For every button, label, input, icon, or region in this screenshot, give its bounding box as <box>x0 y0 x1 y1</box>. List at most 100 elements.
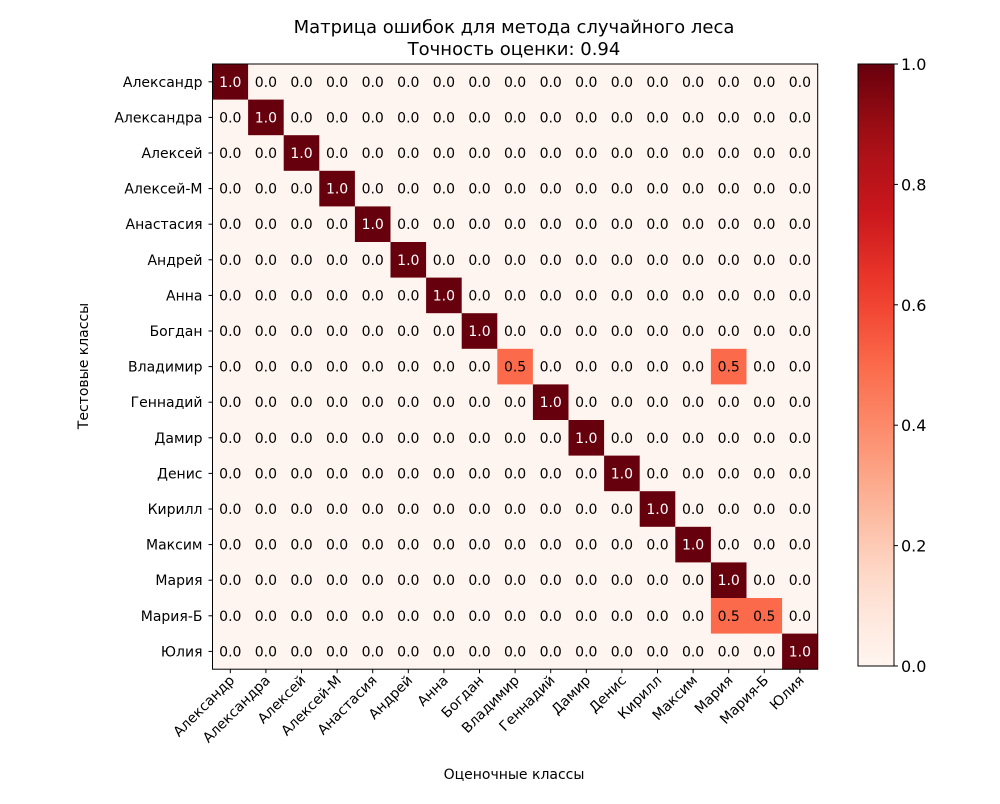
heatmap-cell <box>532 206 569 243</box>
cell-value-label: 0.0 <box>290 502 312 518</box>
cell-value-label: 0.0 <box>540 644 562 660</box>
cell-value-label: 0.0 <box>219 431 241 447</box>
heatmap-cell <box>604 135 641 172</box>
heatmap-cell <box>212 277 249 314</box>
cell-value-label: 1.0 <box>290 146 312 162</box>
cell-value-label: 0.0 <box>753 110 775 126</box>
cell-value-label: 0.0 <box>219 360 241 376</box>
heatmap-cell <box>461 491 498 528</box>
heatmap-cell <box>746 135 783 172</box>
heatmap-cell <box>319 491 356 528</box>
cell-value-label: 0.0 <box>575 324 597 340</box>
x-axis-label: Оценочные классы <box>444 767 585 783</box>
cell-value-label: 0.0 <box>255 431 277 447</box>
heatmap-cell <box>212 99 249 136</box>
heatmap-cell <box>710 64 747 100</box>
cell-value-label: 1.0 <box>540 395 562 411</box>
heatmap-cell <box>675 277 712 314</box>
heatmap-cell <box>319 99 356 136</box>
heatmap-cell <box>390 170 427 207</box>
cell-value-label: 0.5 <box>718 609 740 625</box>
heatmap-cell <box>710 170 747 207</box>
heatmap-cell <box>710 206 747 243</box>
y-tick-label: Алексей-М <box>124 182 202 198</box>
cell-value-label: 0.0 <box>611 110 633 126</box>
heatmap-cell <box>426 170 463 207</box>
cell-value-label: 0.0 <box>290 395 312 411</box>
heatmap-cell <box>426 562 463 599</box>
cell-value-label: 0.0 <box>255 502 277 518</box>
cell-value-label: 0.0 <box>362 644 384 660</box>
cell-value-label: 0.0 <box>504 253 526 269</box>
cell-value-label: 0.0 <box>682 395 704 411</box>
cell-value-label: 1.0 <box>718 573 740 589</box>
y-tick-label: Андрей <box>147 253 202 269</box>
cell-value-label: 0.0 <box>718 431 740 447</box>
cell-value-label: 0.0 <box>789 502 811 518</box>
cell-value-label: 0.0 <box>290 75 312 91</box>
heatmap-cell <box>710 348 747 385</box>
heatmap-cell <box>532 491 569 528</box>
heatmap-cell <box>497 170 534 207</box>
cell-value-label: 0.0 <box>504 609 526 625</box>
heatmap-cell <box>710 633 747 670</box>
cell-value-label: 0.0 <box>504 538 526 554</box>
cell-value-label: 0.0 <box>504 573 526 589</box>
cell-value-label: 0.0 <box>290 538 312 554</box>
cell-value-label: 0.0 <box>611 182 633 198</box>
heatmap-cell <box>710 384 747 421</box>
cell-value-label: 0.0 <box>540 75 562 91</box>
cell-value-label: 1.0 <box>255 110 277 126</box>
heatmap-cell <box>710 420 747 456</box>
cell-value-label: 0.0 <box>397 324 419 340</box>
cell-value-label: 0.0 <box>397 75 419 91</box>
heatmap-cell <box>604 562 641 599</box>
cell-value-label: 0.0 <box>219 502 241 518</box>
cell-value-label: 0.0 <box>326 395 348 411</box>
heatmap-cell <box>354 64 391 100</box>
heatmap-cell <box>390 242 427 278</box>
cell-value-label: 0.0 <box>397 431 419 447</box>
chart-subtitle: Точность оценки: 0.94 <box>407 39 621 60</box>
cell-value-label: 0.0 <box>611 609 633 625</box>
heatmap-cell <box>782 206 819 243</box>
heatmap-cell <box>746 206 783 243</box>
heatmap-cell <box>782 135 819 172</box>
cell-value-label: 0.0 <box>789 253 811 269</box>
heatmap-cell <box>675 242 712 278</box>
cell-value-label: 0.0 <box>290 573 312 589</box>
x-tick-label: Дамир <box>549 673 594 718</box>
cell-value-label: 0.0 <box>397 573 419 589</box>
cell-value-label: 0.0 <box>433 395 455 411</box>
heatmap-cell <box>710 277 747 314</box>
heatmap-cell <box>461 455 498 492</box>
cell-value-label: 0.0 <box>540 217 562 233</box>
heatmap-cell <box>604 99 641 136</box>
cell-value-label: 0.0 <box>362 360 384 376</box>
cell-value-label: 0.0 <box>753 395 775 411</box>
heatmap-cell <box>426 633 463 670</box>
cell-value-label: 0.0 <box>468 288 490 304</box>
heatmap-cell <box>283 562 320 599</box>
cell-value-label: 0.0 <box>362 609 384 625</box>
cell-value-label: 0.0 <box>789 538 811 554</box>
cell-value-label: 0.0 <box>789 609 811 625</box>
cell-value-label: 0.0 <box>540 431 562 447</box>
cell-value-label: 0.0 <box>504 395 526 411</box>
cell-value-label: 0.0 <box>504 75 526 91</box>
cell-value-label: 1.0 <box>397 253 419 269</box>
heatmap-cell <box>604 491 641 528</box>
cell-value-label: 0.0 <box>504 502 526 518</box>
cell-value-label: 0.0 <box>362 538 384 554</box>
heatmap-cell <box>212 384 249 421</box>
heatmap-cell <box>390 633 427 670</box>
cell-value-label: 0.0 <box>540 288 562 304</box>
cell-value-label: 0.0 <box>682 502 704 518</box>
x-tick-label: Юлия <box>767 673 808 714</box>
heatmap-cell <box>283 64 320 100</box>
heatmap-cell <box>426 348 463 385</box>
cell-value-label: 0.0 <box>753 146 775 162</box>
cell-value-label: 0.0 <box>433 110 455 126</box>
cell-value-label: 0.0 <box>753 253 775 269</box>
